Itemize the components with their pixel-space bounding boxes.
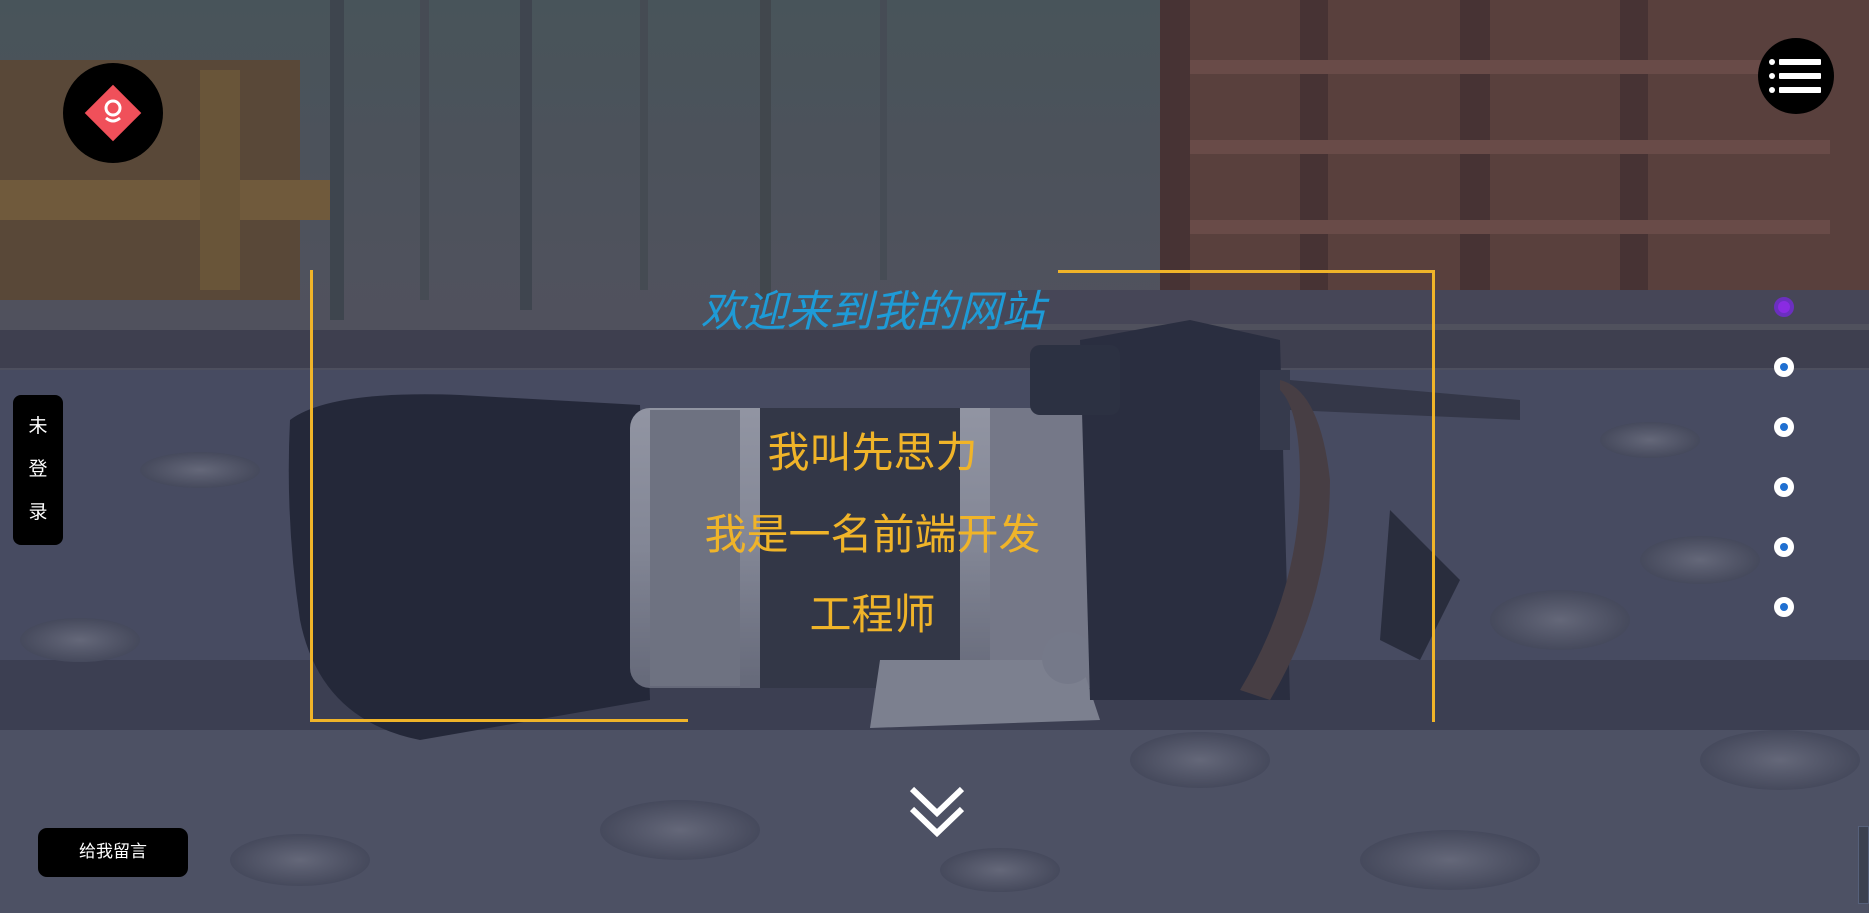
login-tab-char: 登 bbox=[28, 458, 48, 480]
frame-line-right bbox=[1432, 270, 1435, 722]
intro-line: 我叫先思力 bbox=[767, 428, 978, 477]
page-dot-2[interactable] bbox=[1774, 357, 1794, 377]
page-dot-1[interactable] bbox=[1774, 297, 1794, 317]
diamond-logo-icon bbox=[84, 84, 142, 142]
page-dot-5[interactable] bbox=[1774, 537, 1794, 557]
frame-line-left bbox=[310, 270, 313, 722]
corner-widget[interactable] bbox=[1858, 826, 1869, 904]
intro-line: 我是一名前端开发 bbox=[704, 510, 1041, 559]
intro-line: 工程师 bbox=[809, 590, 936, 639]
login-tab-char: 录 bbox=[28, 501, 48, 523]
scroll-down-button[interactable] bbox=[908, 785, 966, 841]
frame-line-bottom bbox=[310, 719, 688, 722]
double-chevron-down-icon bbox=[909, 786, 965, 838]
site-logo[interactable] bbox=[63, 63, 163, 163]
welcome-heading: 欢迎来到我的网站 bbox=[700, 287, 1045, 337]
page-dot-6[interactable] bbox=[1774, 597, 1794, 617]
page-dot-3[interactable] bbox=[1774, 417, 1794, 437]
hamburger-menu-icon bbox=[1769, 59, 1821, 93]
frame-line-top bbox=[1058, 270, 1435, 273]
menu-button[interactable] bbox=[1758, 38, 1834, 114]
login-status-tab[interactable]: 未 登 录 bbox=[13, 395, 63, 545]
leave-message-button[interactable]: 给我留言 bbox=[38, 828, 188, 877]
login-tab-char: 未 bbox=[28, 415, 48, 437]
page-dot-4[interactable] bbox=[1774, 477, 1794, 497]
